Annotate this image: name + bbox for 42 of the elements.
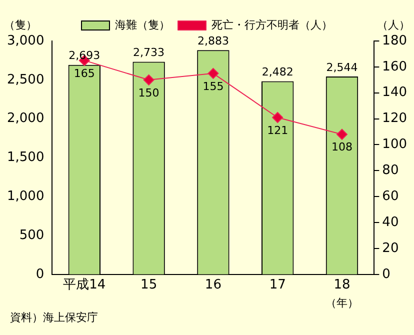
y-tick-label: 2,000 — [7, 111, 44, 126]
y2-tick-label: 160 — [382, 59, 408, 74]
data-label: 2,883 — [197, 34, 229, 48]
data-label: 155 — [202, 80, 224, 93]
x-tick-label: 平成14 — [63, 278, 106, 293]
legend-label: 海難（隻） — [115, 18, 170, 32]
x-tick-label: 18 — [334, 278, 350, 293]
x-tick-label: 17 — [269, 278, 286, 293]
y2-tick-label: 60 — [382, 188, 399, 204]
data-label: 121 — [267, 124, 288, 137]
y2-tick-label: 140 — [382, 85, 408, 100]
point — [272, 112, 284, 124]
y-tick-label: 2,500 — [7, 72, 44, 88]
y-tick-label: 500 — [19, 228, 44, 243]
y-axis-title: （隻） — [4, 18, 37, 32]
data-label: 2,544 — [326, 60, 358, 74]
y2-tick-label: 180 — [382, 33, 408, 48]
y-tick-label: 1,500 — [7, 150, 44, 166]
x-axis-title: （年） — [325, 296, 358, 310]
x-tick-label: 15 — [140, 278, 158, 293]
y2-axis-title: （人） — [377, 18, 410, 32]
text: 資料）海上保安庁 — [9, 310, 99, 325]
data-label: 2,693 — [68, 49, 100, 62]
point — [143, 74, 154, 86]
data-label: 2,482 — [262, 66, 294, 79]
y2-tick-label: 80 — [382, 163, 399, 178]
y2-tick-label: 120 — [382, 111, 408, 126]
y2-tick-label: 0 — [382, 266, 390, 282]
data-label: 165 — [74, 66, 95, 80]
y2-tick-label: 100 — [382, 137, 408, 152]
y-tick-label: 0 — [36, 266, 44, 282]
point — [336, 128, 348, 140]
point — [208, 68, 219, 79]
x-tick-label: 16 — [204, 278, 222, 293]
y2-tick-label: 40 — [382, 214, 399, 230]
y2-tick-label: 20 — [382, 240, 399, 256]
legend-label: 死亡・行方不明者（人） — [212, 18, 332, 32]
data-label: 108 — [331, 140, 352, 154]
y-tick-label: 1,000 — [7, 188, 44, 204]
y-tick-label: 3,000 — [7, 33, 44, 48]
data-label: 150 — [138, 86, 160, 100]
data-label: 2,733 — [133, 46, 165, 60]
